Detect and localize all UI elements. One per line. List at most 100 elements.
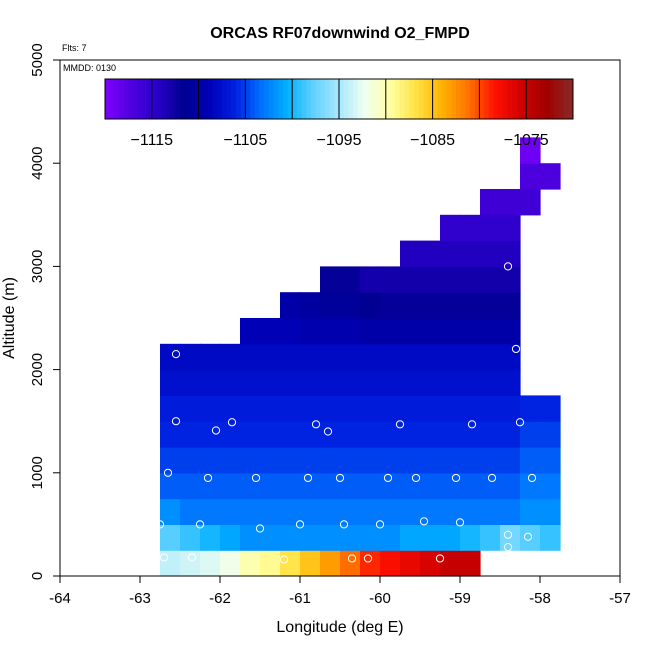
colorbar-segment (488, 79, 494, 119)
heatmap-cell (180, 524, 201, 551)
y-tick-label: 5000 (29, 43, 46, 76)
colorbar-segment (432, 79, 438, 119)
heatmap-cell (180, 421, 201, 448)
x-axis: -64 -63 -62 -61 -60 -59 -58 -57 (49, 576, 631, 607)
heatmap-cell (200, 421, 221, 448)
colorbar-segment (207, 79, 214, 119)
colorbar-segment (437, 79, 443, 119)
sample-point (227, 418, 237, 427)
heatmap-cells (160, 137, 561, 577)
heatmap-cell (400, 369, 421, 396)
heatmap-cell (300, 343, 321, 371)
colorbar-segment (427, 79, 434, 119)
colorbar-tick-label: −1115 (131, 132, 174, 149)
colorbar-segment (315, 79, 321, 119)
heatmap-cell (260, 524, 281, 551)
colorbar-segment (353, 79, 359, 119)
colorbar-segment (512, 79, 518, 119)
heatmap-cell (520, 137, 541, 164)
colorbar-segment (236, 79, 242, 119)
colorbar-tick-label: −1095 (317, 132, 362, 149)
sample-point (187, 553, 197, 562)
heatmap-cell (180, 343, 201, 371)
heatmap-cell (360, 447, 381, 474)
heatmap-cell (280, 343, 301, 371)
colorbar-segment (376, 79, 382, 119)
colorbar-segment (371, 79, 377, 119)
heatmap-cell (480, 214, 501, 242)
heatmap-cell (420, 524, 441, 551)
colorbar-segment (381, 79, 387, 119)
heatmap-cell (220, 524, 241, 551)
heatmap-cell (420, 318, 441, 345)
heatmap-cell (360, 550, 381, 577)
heatmap-cell (460, 240, 481, 267)
sample-point (411, 473, 421, 483)
heatmap-cell (400, 498, 421, 525)
colorbar-segment (240, 79, 246, 119)
colorbar-segment (544, 79, 551, 119)
heatmap-cell (160, 369, 181, 396)
heatmap-cell (540, 498, 561, 525)
sample-point (363, 554, 373, 563)
heatmap-cell (380, 524, 401, 551)
heatmap-cell (340, 395, 361, 422)
heatmap-cell (220, 550, 241, 577)
colorbar-segment (526, 79, 532, 119)
heatmap-cell (440, 472, 461, 500)
heatmap-cell (420, 447, 441, 474)
sample-point (467, 420, 477, 429)
colorbar-segment (245, 79, 251, 119)
colorbar-tick-label: −1085 (410, 132, 455, 149)
colorbar-segment (409, 79, 415, 119)
heatmap-cell (360, 266, 381, 293)
heatmap-cell (460, 524, 481, 551)
heatmap-cell (360, 318, 381, 345)
colorbar-segment (456, 79, 462, 119)
colorbar-segment (142, 79, 148, 119)
colorbar-segment (530, 79, 537, 119)
x-tick-label: -60 (369, 590, 391, 607)
heatmap-cell (200, 498, 221, 525)
heatmap-cell (500, 395, 521, 422)
heatmap-cell (340, 550, 361, 577)
heatmap-cell (160, 421, 181, 448)
colorbar-segment (423, 79, 429, 119)
colorbar-segment (254, 79, 260, 119)
colorbar-segment (465, 79, 471, 119)
heatmap-cell (360, 369, 381, 396)
heatmap-cell (320, 266, 341, 293)
heatmap-cell (400, 447, 421, 474)
heatmap-cell (160, 498, 181, 525)
colorbar-segment (119, 79, 125, 119)
heatmap-cell (260, 318, 281, 345)
heatmap-cell (420, 292, 441, 319)
heatmap-cell (260, 550, 281, 577)
colorbar-segment (250, 79, 256, 119)
sample-points (155, 171, 537, 564)
heatmap-cell (360, 472, 381, 500)
heatmap-cell (540, 421, 561, 448)
sample-point (155, 520, 165, 529)
colorbar-segment (329, 79, 335, 119)
colorbar-segment (460, 79, 466, 119)
x-tick-label: -58 (529, 590, 551, 607)
heatmap-cell (380, 292, 401, 319)
heatmap-cell (280, 472, 301, 500)
heatmap-cell (260, 447, 281, 474)
heatmap-cell (340, 369, 361, 396)
heatmap-cell (340, 472, 361, 500)
colorbar-segment (549, 79, 555, 119)
heatmap-cell (420, 421, 441, 448)
heatmap-cell (200, 343, 221, 371)
colorbar-segment (156, 79, 162, 119)
heatmap-cell (280, 395, 301, 422)
chart-title: ORCAS RF07downwind O2_FMPD (210, 25, 470, 42)
heatmap-cell (400, 421, 421, 448)
heatmap-cell (420, 472, 441, 500)
colorbar-segment (161, 79, 167, 119)
x-tick-label: -64 (49, 590, 71, 607)
heatmap-cell (420, 369, 441, 396)
colorbar-segment (184, 79, 190, 119)
sample-point (511, 344, 521, 354)
